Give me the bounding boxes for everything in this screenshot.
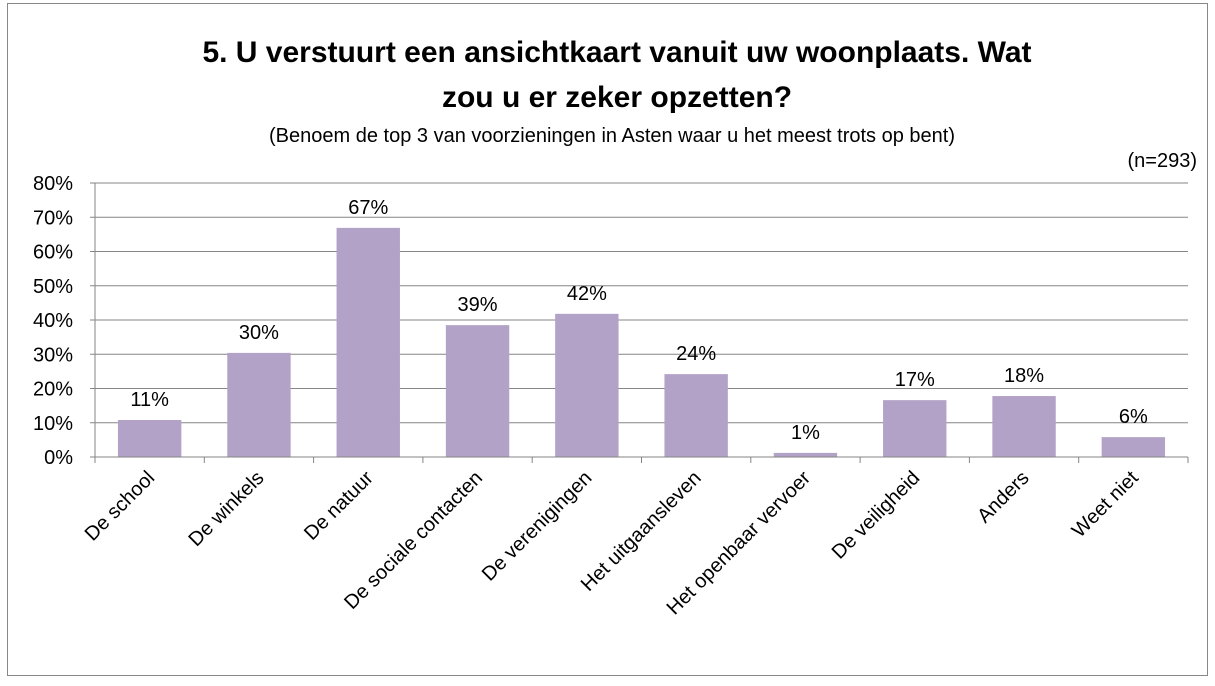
data-label: 24% (676, 343, 716, 365)
data-label: 17% (895, 369, 935, 391)
data-label: 18% (1004, 365, 1044, 387)
y-tick-label: 70% (33, 207, 73, 229)
y-tick-label: 20% (33, 379, 73, 401)
y-tick-label: 60% (33, 242, 73, 264)
bar (336, 227, 400, 457)
bar (1101, 437, 1166, 457)
data-label: 11% (130, 389, 169, 411)
data-label: 39% (458, 294, 498, 316)
y-tick-label: 40% (33, 310, 73, 332)
y-tick-label: 0% (44, 447, 73, 469)
bar (445, 325, 510, 457)
chart-title-line: 5. U verstuurt een ansichtkaart vanuit u… (202, 36, 1031, 69)
y-tick-label: 50% (33, 276, 73, 298)
chart-subtitle: (Benoem de top 3 van voorzieningen in As… (269, 125, 955, 147)
data-label: 6% (1119, 406, 1148, 428)
data-label: 30% (239, 322, 279, 344)
data-label: 1% (791, 422, 820, 444)
bar (883, 400, 947, 457)
data-label: 67% (348, 197, 388, 219)
y-tick-label: 80% (33, 173, 73, 195)
sample-size: (n=293) (1128, 150, 1198, 172)
chart-title-line: zou u er zeker opzetten? (442, 81, 792, 114)
y-tick-label: 30% (33, 344, 73, 366)
bar (664, 374, 728, 457)
bar (117, 420, 182, 457)
y-tick-label: 10% (33, 413, 73, 435)
data-label: 42% (567, 283, 607, 305)
bar (992, 396, 1056, 457)
bar (773, 452, 838, 457)
bar (227, 352, 291, 457)
bar (555, 313, 619, 457)
